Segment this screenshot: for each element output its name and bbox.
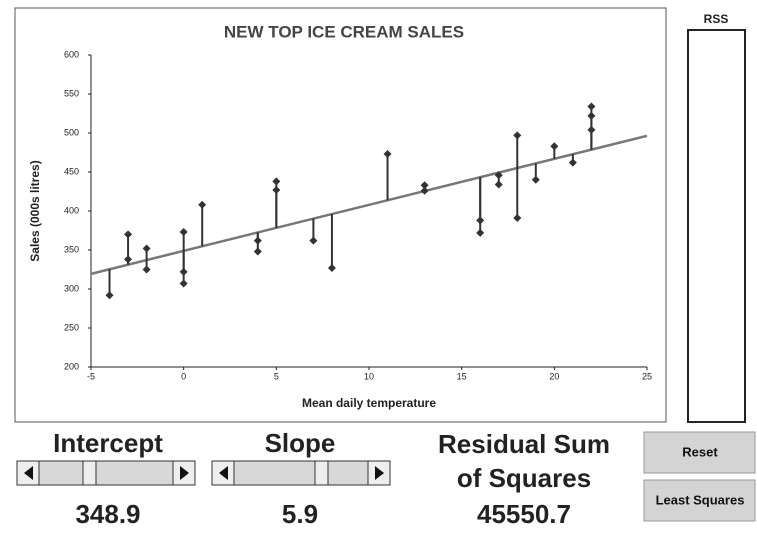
slider-track <box>16 460 196 486</box>
data-point <box>253 247 262 256</box>
data-point <box>179 228 188 237</box>
data-point <box>513 131 522 140</box>
reset-button[interactable]: Reset <box>643 431 756 474</box>
y-tick-label: 500 <box>64 127 79 137</box>
button-label: Least Squares <box>656 492 745 507</box>
arrow-left <box>219 466 228 480</box>
slope-label: Slope <box>265 428 336 458</box>
y-tick-label: 350 <box>64 244 79 254</box>
chart-title: NEW TOP ICE CREAM SALES <box>224 22 464 41</box>
x-tick-label: 10 <box>364 371 374 381</box>
slope-slider[interactable] <box>211 460 391 486</box>
data-point <box>476 228 485 237</box>
data-point <box>124 230 133 239</box>
data-point <box>587 111 596 120</box>
data-point <box>198 200 207 209</box>
rss-label: RSS <box>704 12 729 26</box>
data-point <box>179 267 188 276</box>
data-point <box>568 158 577 167</box>
data-point <box>105 291 114 300</box>
intercept-value: 348.9 <box>75 499 140 529</box>
intercept-label: Intercept <box>53 428 163 458</box>
data-point <box>124 255 133 264</box>
data-point <box>550 142 559 151</box>
data-point <box>587 102 596 111</box>
slope-value: 5.9 <box>282 499 318 529</box>
x-tick-label: 25 <box>642 371 652 381</box>
y-tick-label: 200 <box>64 361 79 371</box>
x-axis-label: Mean daily temperature <box>302 396 436 410</box>
x-tick-label: -5 <box>87 371 95 381</box>
y-tick-label: 550 <box>64 88 79 98</box>
button-face <box>643 431 756 474</box>
slider-thumb[interactable] <box>82 460 97 486</box>
y-tick-label: 300 <box>64 283 79 293</box>
data-point <box>494 171 503 180</box>
arrow-left <box>24 466 33 480</box>
arrow-right <box>180 466 189 480</box>
arrow-right <box>375 466 384 480</box>
least-squares-button[interactable]: Least Squares <box>643 479 756 522</box>
data-point <box>420 181 429 190</box>
y-tick-label: 600 <box>64 49 79 59</box>
y-tick-label: 450 <box>64 166 79 176</box>
data-point <box>142 265 151 274</box>
intercept-slider[interactable] <box>16 460 196 486</box>
data-point <box>383 150 392 159</box>
x-tick-label: 5 <box>274 371 279 381</box>
data-point <box>272 185 281 194</box>
slider-thumb[interactable] <box>314 460 329 486</box>
slider-track <box>211 460 391 486</box>
rss-title-line2: of Squares <box>457 463 591 493</box>
data-point <box>513 214 522 223</box>
rss-bar-frame <box>687 29 746 423</box>
data-point <box>587 125 596 134</box>
button-face <box>643 479 756 522</box>
x-tick-label: 20 <box>549 371 559 381</box>
button-label: Reset <box>682 444 718 459</box>
data-point <box>420 186 429 195</box>
y-axis-label: Sales (000s litres) <box>28 160 42 261</box>
rss-value: 45550.7 <box>477 499 571 529</box>
data-point <box>494 180 503 189</box>
x-tick-label: 15 <box>457 371 467 381</box>
plot: 200 250 300 350 400 450 500 550 600 -5 0 5 10 15 20 25 <box>64 49 652 381</box>
chart-panel <box>14 7 667 423</box>
data-point <box>253 236 262 245</box>
data-point <box>142 244 151 253</box>
data-point <box>309 236 318 245</box>
rss-title-line1: Residual Sum <box>438 429 610 459</box>
data-point <box>179 279 188 288</box>
y-tick-label: 400 <box>64 205 79 215</box>
x-tick-label: 0 <box>181 371 186 381</box>
data-point <box>531 175 540 184</box>
y-tick-label: 250 <box>64 322 79 332</box>
data-point <box>327 263 336 272</box>
data-point <box>476 216 485 225</box>
data-point <box>272 177 281 186</box>
